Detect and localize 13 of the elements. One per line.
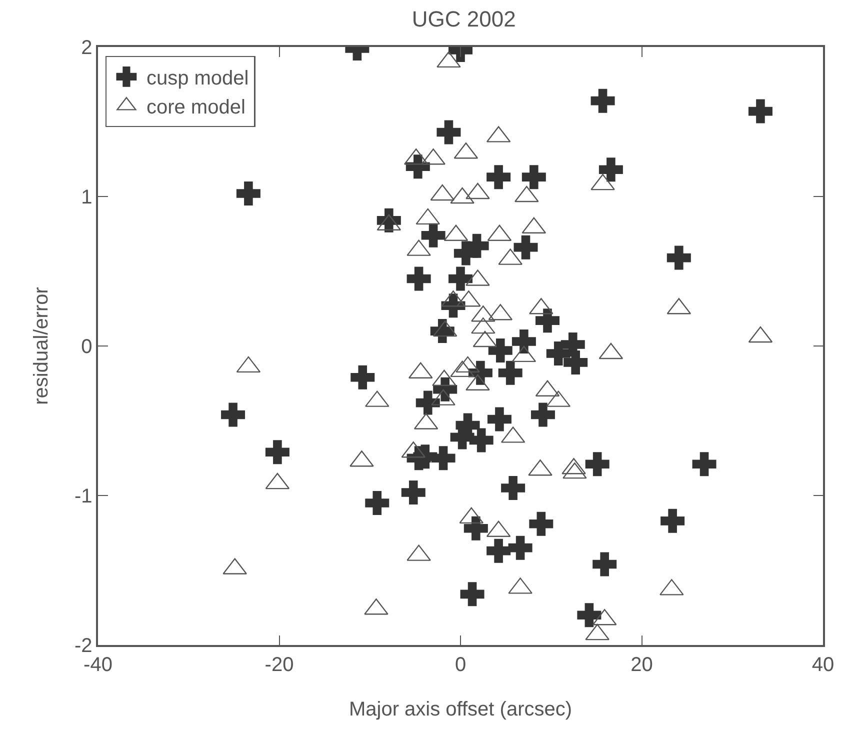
y-tick-label: 1	[81, 186, 92, 208]
y-axis-title: residual/error	[30, 286, 52, 405]
x-tick-label: 20	[630, 654, 653, 676]
y-tick-label: -1	[74, 486, 92, 508]
y-tick-label: 0	[81, 336, 92, 358]
x-axis-title: Major axis offset (arcsec)	[348, 698, 572, 720]
y-tick-label: 2	[81, 37, 92, 59]
x-tick-label: 0	[454, 654, 466, 676]
x-tick-label: -20	[264, 654, 294, 676]
x-tick-label: 40	[812, 654, 834, 676]
legend-label: core model	[146, 96, 246, 118]
legend-label: cusp model	[146, 67, 249, 90]
chart-title: UGC 2002	[412, 6, 516, 32]
